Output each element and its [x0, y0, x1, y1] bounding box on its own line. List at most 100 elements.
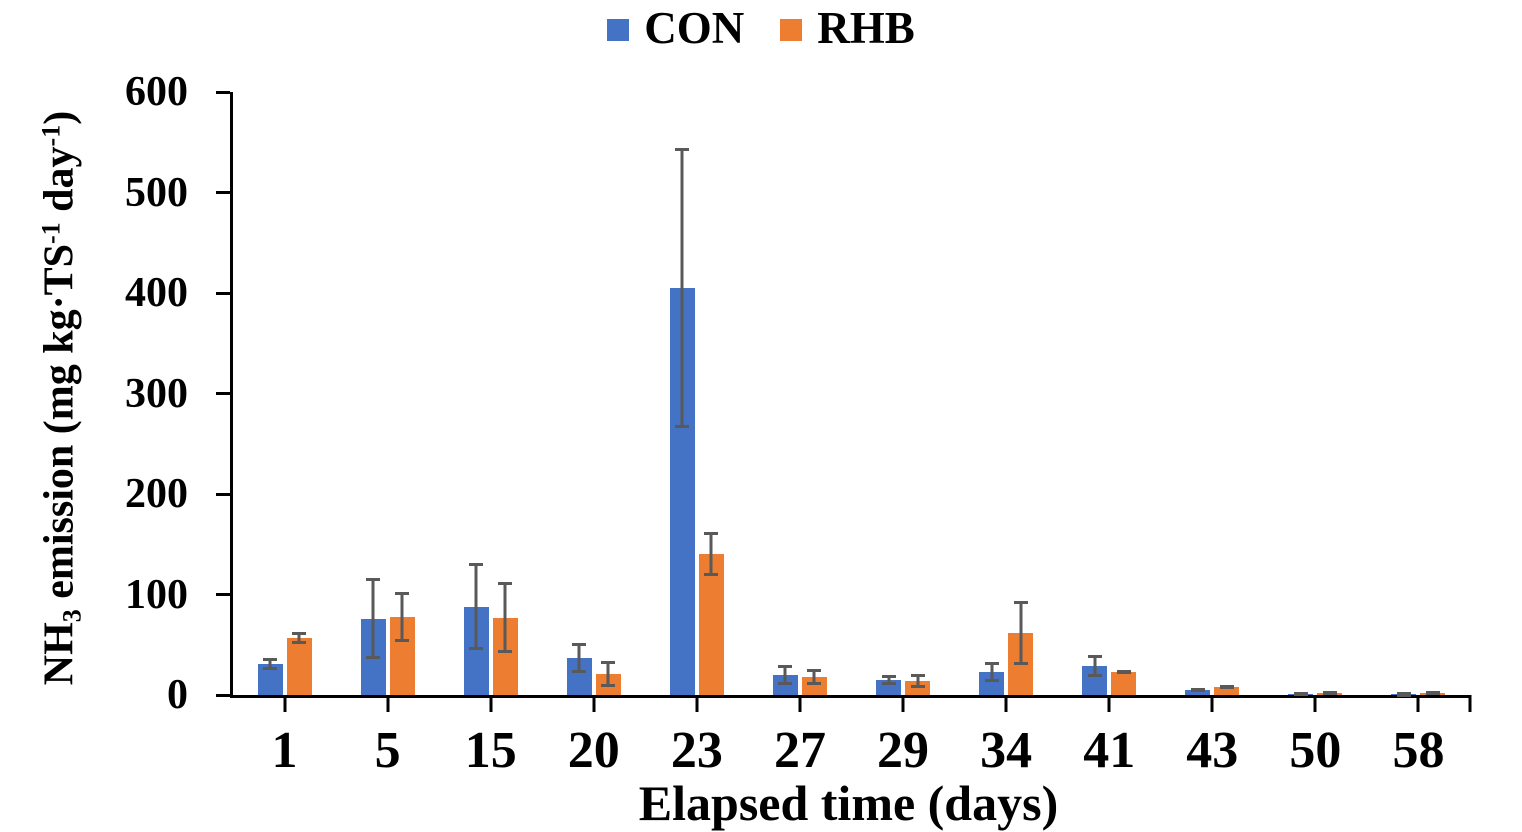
error-bar-cap: [469, 646, 484, 650]
error-bar-cap: [1322, 690, 1337, 694]
bar-con-day-58: [1391, 691, 1417, 697]
bar-rhb-day-34: [1008, 600, 1034, 695]
error-bar-cap: [1396, 691, 1411, 695]
x-tick-label: 20: [567, 722, 620, 779]
legend-label-rhb: RHB: [817, 3, 915, 53]
error-bar-line: [1019, 600, 1023, 665]
error-bar-con-day-27: [778, 664, 793, 685]
error-bar-line: [268, 657, 272, 670]
error-bar-cap: [498, 582, 513, 586]
x-axis-end-tick-mark: [1468, 695, 1472, 712]
error-bar-rhb-day-15: [498, 582, 513, 653]
legend-item-rhb: RHB: [780, 6, 915, 51]
bar-con-day-34: [979, 661, 1005, 695]
error-bar-rhb-day-41: [1116, 669, 1131, 674]
error-bar-con-day-43: [1190, 687, 1205, 692]
error-bar-cap: [1293, 691, 1308, 695]
error-bar-rhb-day-1: [292, 631, 307, 644]
legend-item-con: CON: [607, 6, 744, 51]
x-tick-mark: [1313, 695, 1317, 712]
bar-con-day-23: [669, 148, 695, 695]
error-bar-cap: [1190, 689, 1205, 692]
error-bar-cap: [984, 661, 999, 665]
bar-con-day-50: [1288, 691, 1314, 696]
error-bar-cap: [910, 684, 925, 688]
error-bar-cap: [778, 681, 793, 685]
bar-group-day-27: [772, 92, 827, 695]
legend-swatch-con-icon: [607, 18, 630, 41]
bar-rhb-day-58: [1420, 690, 1446, 695]
error-bar-line: [577, 642, 581, 673]
bar-rhb-day-27: [801, 668, 827, 695]
x-tick-mark: [1416, 695, 1420, 712]
error-bar-con-day-20: [572, 642, 587, 673]
x-tick-label: 50: [1289, 722, 1342, 779]
y-tick-label: 300: [125, 370, 188, 417]
bar-rhb-day-43: [1214, 684, 1240, 695]
error-bar-cap: [1219, 685, 1234, 689]
error-bar-cap: [910, 673, 925, 677]
x-tick-label: 58: [1392, 722, 1445, 779]
y-tick-mark: [216, 693, 230, 697]
x-tick-label: 15: [464, 722, 517, 779]
bar-group-day-34: [979, 92, 1034, 695]
error-bar-con-day-23: [675, 148, 690, 428]
error-bar-cap: [1116, 670, 1131, 674]
error-bar-cap: [572, 642, 587, 646]
error-bar-cap: [1087, 654, 1102, 658]
error-bar-cap: [704, 532, 719, 536]
error-bar-rhb-day-27: [807, 668, 822, 685]
bar-rhb-day-20: [595, 660, 621, 695]
error-bar-line: [916, 673, 920, 688]
error-bar-cap: [601, 660, 616, 664]
bar-con-day-29: [876, 674, 902, 695]
error-bar-line: [297, 631, 301, 644]
bar-group-day-23: [669, 92, 724, 695]
error-bar-cap: [366, 655, 381, 659]
bar-con-day-5: [360, 578, 386, 695]
bar-group-day-50: [1288, 92, 1343, 696]
bar-group-day-1: [257, 92, 312, 695]
error-bar-cap: [704, 573, 719, 577]
error-bar-con-day-50: [1293, 691, 1308, 696]
error-bar-con-day-58: [1396, 691, 1411, 697]
x-tick-label: 41: [1083, 722, 1136, 779]
bar-con-day-43: [1185, 687, 1211, 695]
bar-rhb-day-1: [286, 631, 312, 695]
y-tick-label: 600: [125, 69, 188, 115]
error-bar-line: [887, 674, 891, 685]
bar-group-day-58: [1391, 92, 1446, 697]
bar-rhb-day-29: [905, 673, 931, 695]
y-tick-label: 400: [125, 270, 188, 317]
legend-swatch-rhb-icon: [780, 18, 803, 41]
x-tick-mark: [489, 695, 493, 712]
error-bar-line: [606, 660, 610, 687]
error-bar-cap: [984, 678, 999, 682]
error-bar-line: [990, 661, 994, 682]
bar-rhb-day-23: [698, 532, 724, 695]
legend: CON RHB: [0, 6, 1522, 51]
x-tick-mark: [695, 695, 699, 712]
x-axis-title: Elapsed time (days): [638, 775, 1059, 831]
error-bar-cap: [807, 681, 822, 685]
bar-group-day-29: [876, 92, 931, 695]
error-bar-cap: [263, 666, 278, 670]
bar-con-day-20: [566, 642, 592, 695]
bar-con-day-41: [1082, 654, 1108, 695]
x-tick-label: 1: [271, 722, 298, 779]
error-bar-con-day-15: [469, 563, 484, 650]
error-bar-cap: [498, 649, 513, 653]
error-bar-cap: [1087, 673, 1102, 677]
error-bar-cap: [1013, 600, 1028, 604]
error-bar-cap: [881, 681, 896, 685]
y-tick-mark: [216, 90, 230, 94]
legend-label-con: CON: [644, 3, 745, 53]
error-bar-cap: [1013, 661, 1028, 665]
error-bar-rhb-day-23: [704, 532, 719, 577]
bar-rhb-day-50: [1317, 690, 1343, 695]
error-bar-cap: [1425, 690, 1440, 694]
bar-con-day-27: [772, 664, 798, 695]
error-bar-rhb-day-50: [1322, 690, 1337, 695]
error-bar-cap: [675, 148, 690, 152]
